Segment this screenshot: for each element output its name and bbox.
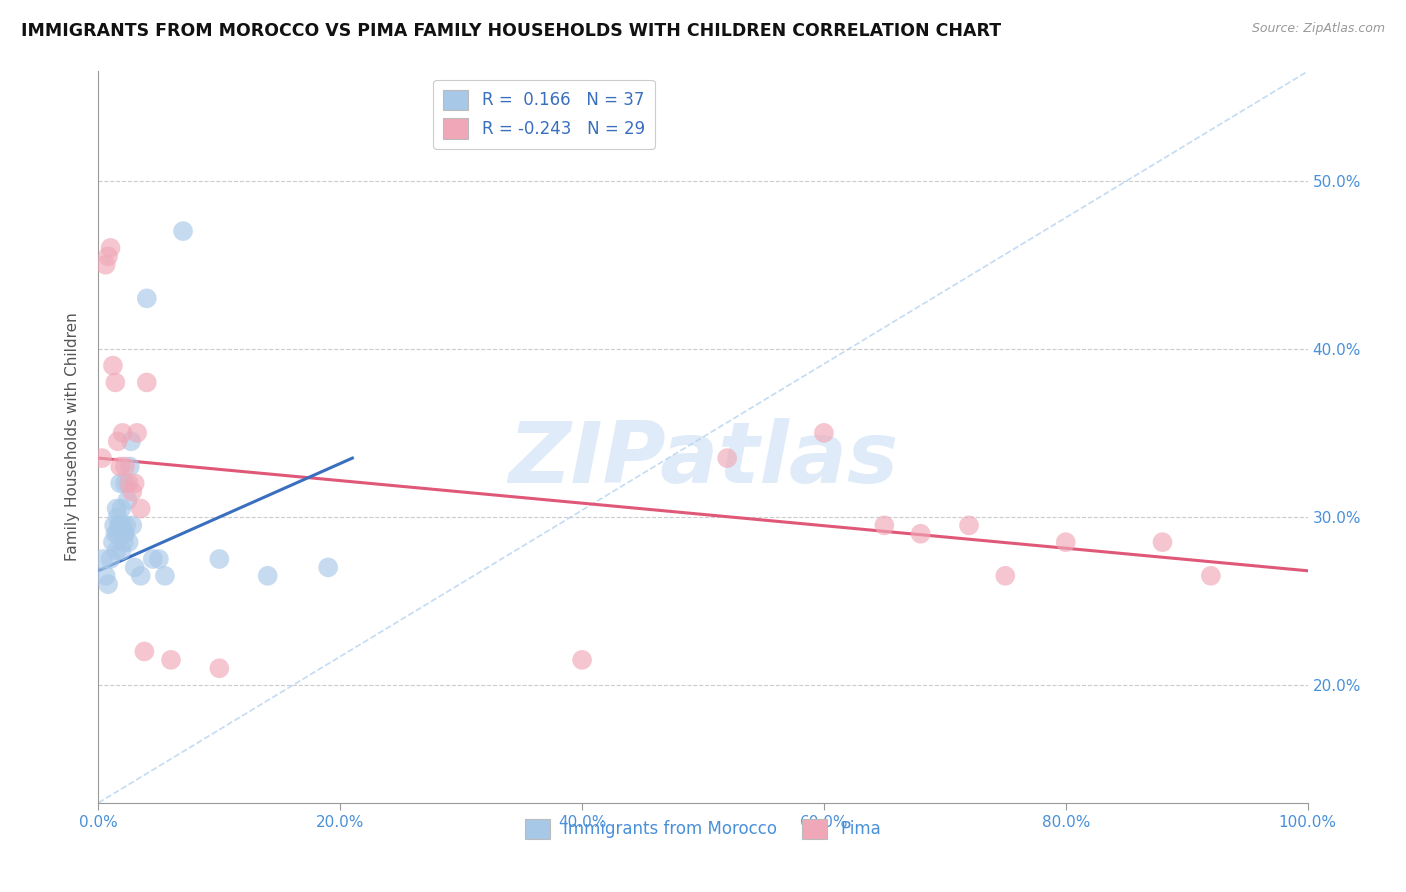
Point [120,434,142,449]
Point [111,425,134,440]
Point [124,476,146,491]
Point [129,501,152,516]
Point [716,451,738,466]
Point [1152,535,1174,549]
Text: Source: ZipAtlas.com: Source: ZipAtlas.com [1251,22,1385,36]
Point [105,501,128,516]
Point [108,518,131,533]
Point [873,518,896,533]
Point [316,560,339,574]
Point [112,526,135,541]
Point [208,661,231,675]
Point [110,543,132,558]
Point [813,425,835,440]
Point [121,518,143,533]
Point [172,224,194,238]
Point [103,518,125,533]
Point [94,569,117,583]
Point [117,493,139,508]
Point [135,376,157,390]
Point [124,560,146,574]
Point [129,569,152,583]
Point [114,459,136,474]
Point [114,526,136,541]
Legend: Immigrants from Morocco, Pima: Immigrants from Morocco, Pima [519,812,887,846]
Point [121,484,143,499]
Point [100,241,122,255]
Point [104,526,127,541]
Text: ZIPatlas: ZIPatlas [508,417,898,500]
Point [101,359,124,373]
Point [112,535,135,549]
Point [107,434,129,449]
Point [142,552,165,566]
Point [101,535,124,549]
Point [1199,569,1222,583]
Point [910,526,932,541]
Point [108,459,131,474]
Point [256,569,278,583]
Point [148,552,170,566]
Point [160,653,183,667]
Point [111,518,134,533]
Point [105,543,128,558]
Point [100,552,122,566]
Point [1054,535,1077,549]
Point [107,510,129,524]
Point [135,291,157,305]
Point [97,577,120,591]
Point [208,552,231,566]
Point [91,451,114,466]
Point [153,569,176,583]
Point [104,376,127,390]
Point [108,518,131,533]
Point [97,249,120,263]
Point [114,476,136,491]
Point [118,459,141,474]
Point [94,258,117,272]
Point [994,569,1017,583]
Point [115,518,138,533]
Point [134,644,156,658]
Point [108,476,131,491]
Point [91,552,114,566]
Point [118,535,141,549]
Point [110,501,132,516]
Y-axis label: Family Households with Children: Family Households with Children [65,313,80,561]
Point [957,518,980,533]
Text: IMMIGRANTS FROM MOROCCO VS PIMA FAMILY HOUSEHOLDS WITH CHILDREN CORRELATION CHAR: IMMIGRANTS FROM MOROCCO VS PIMA FAMILY H… [21,22,1001,40]
Point [127,425,149,440]
Point [107,526,129,541]
Point [118,476,141,491]
Point [571,653,593,667]
